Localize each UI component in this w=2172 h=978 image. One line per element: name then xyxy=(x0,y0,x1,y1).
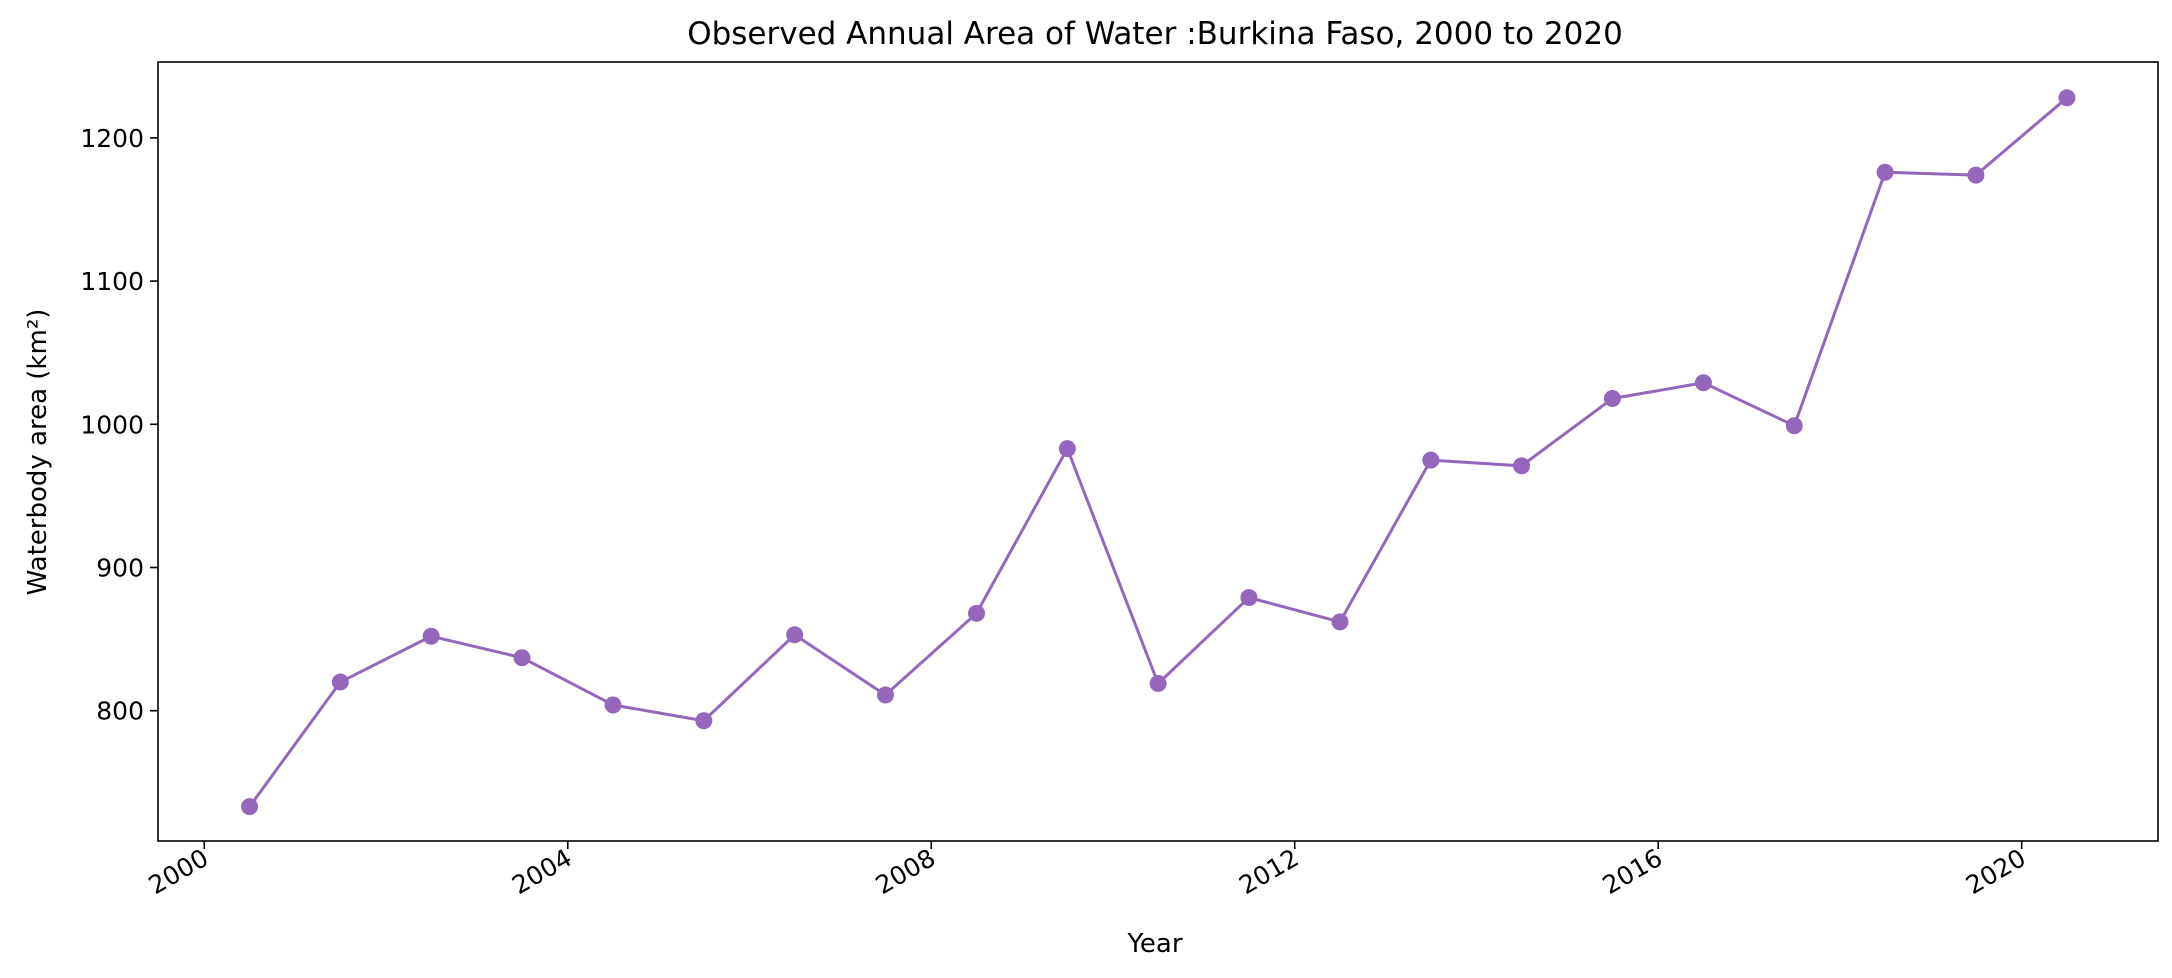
data-point xyxy=(968,604,986,622)
data-point xyxy=(1876,163,1894,181)
data-point xyxy=(241,798,259,816)
y-axis: 800 900 1000 1100 1200 xyxy=(80,124,158,726)
data-point xyxy=(695,712,713,730)
y-tick-label: 1200 xyxy=(80,124,144,153)
data-point xyxy=(422,627,440,645)
data-point xyxy=(1331,613,1349,631)
data-point xyxy=(1603,390,1621,408)
data-point xyxy=(1694,374,1712,392)
x-tick-label: 2000 xyxy=(144,843,214,900)
data-point xyxy=(786,626,804,644)
data-point xyxy=(604,696,622,714)
data-point xyxy=(2058,89,2076,107)
data-point xyxy=(1149,674,1167,692)
data-point xyxy=(1785,417,1803,435)
x-tick-label: 2012 xyxy=(1234,843,1304,900)
data-point xyxy=(1513,457,1531,475)
data-point xyxy=(1967,166,1985,184)
y-tick-label: 1100 xyxy=(80,267,144,296)
chart-title: Observed Annual Area of Water :Burkina F… xyxy=(687,16,1623,52)
plot-area-frame xyxy=(157,61,2159,842)
x-tick-label: 2016 xyxy=(1598,843,1668,900)
x-axis-title: Year xyxy=(1126,929,1182,959)
x-tick-label: 2004 xyxy=(507,843,577,900)
series-line xyxy=(248,96,2068,808)
data-point xyxy=(1058,440,1076,458)
y-tick-label: 1000 xyxy=(80,410,144,439)
data-point xyxy=(331,673,349,691)
y-axis-title: Waterbody area (km²) xyxy=(23,309,53,596)
y-tick-label: 900 xyxy=(96,553,144,582)
data-point xyxy=(1240,589,1258,607)
data-point xyxy=(1422,451,1440,469)
x-tick-label: 2008 xyxy=(871,843,941,900)
x-axis: 2000 2004 2008 2012 2016 2020 xyxy=(144,841,2031,900)
data-point xyxy=(513,649,531,667)
y-tick-label: 800 xyxy=(96,697,144,726)
data-point xyxy=(876,686,894,704)
x-tick-label: 2020 xyxy=(1961,843,2031,900)
